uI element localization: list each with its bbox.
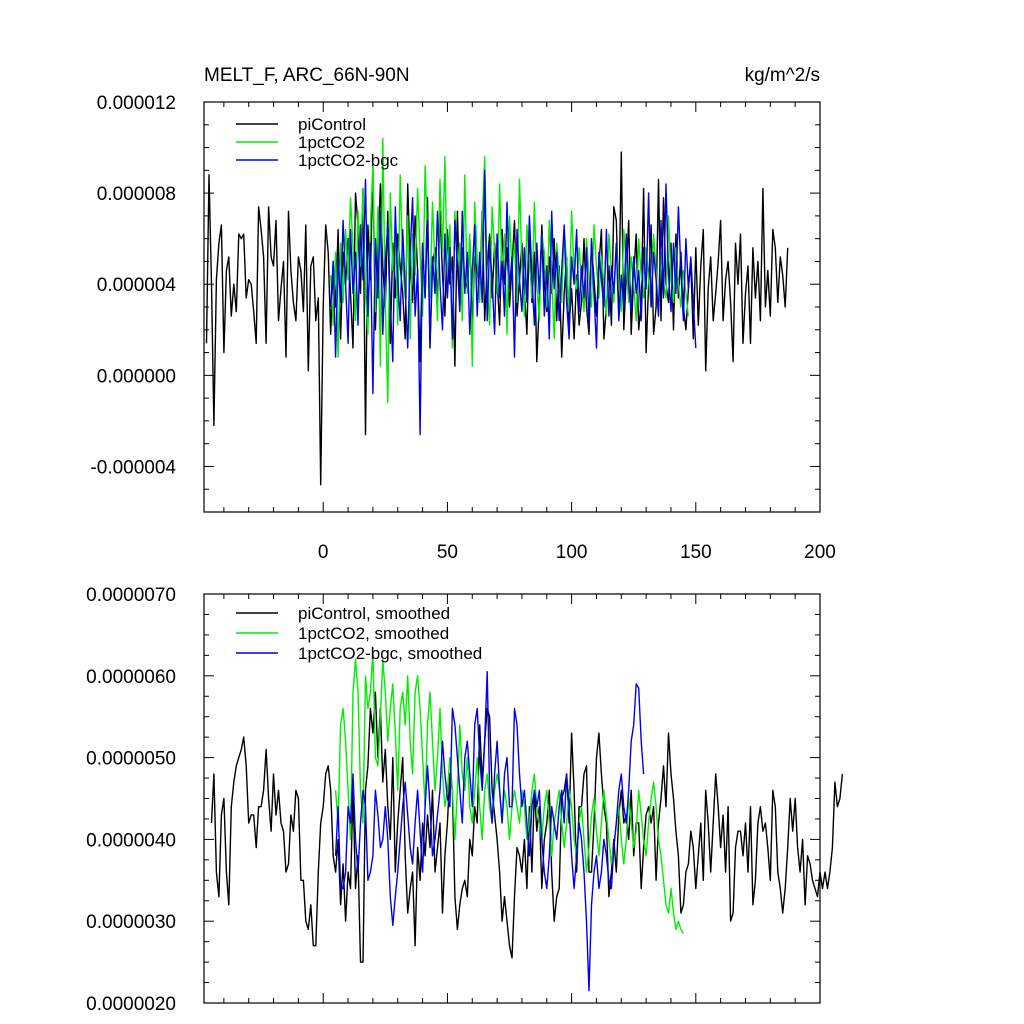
y-tick-label: 0.000004 [97, 275, 177, 296]
x-tick-label: 50 [437, 542, 458, 563]
series-line-1pctco2-smoothed [334, 650, 684, 934]
y-tick-label: 0.0000060 [86, 667, 176, 688]
series-line-1pctco2-bgc-smoothed [334, 671, 645, 992]
y-tick-label: 0.000012 [97, 93, 176, 114]
legend-label: 1pctCO2-bgc [298, 151, 399, 170]
series-line-1pctco2 [330, 137, 690, 404]
units-label: kg/m^2/s [745, 65, 820, 86]
panel-melt-flux-smoothed: 0.0000020 0.0000030 0.0000040 0.0000050 0.00… [86, 585, 844, 1015]
legend-label: piControl, smoothed [298, 604, 450, 623]
series-line-picontrol [205, 151, 789, 486]
x-tick-label: 0 [318, 542, 329, 563]
panel-melt-flux: MELT_F, ARC_66N-90N kg/m^2/s 0 50 100 150 20… [90, 65, 835, 563]
x-tick-label: 200 [804, 542, 836, 563]
x-tick-label: 150 [680, 542, 712, 563]
y-tick-label: 0.0000030 [86, 912, 176, 933]
legend-label: 1pctCO2 [298, 133, 365, 152]
y-tick-label: 0.000008 [97, 184, 176, 205]
y-tick-label: 0.0000050 [86, 749, 176, 770]
y-tick-label: -0.000004 [90, 457, 176, 478]
y-tick-label: 0.000000 [97, 366, 176, 387]
y-tick-label: 0.0000040 [86, 830, 176, 851]
x-tick-label: 100 [556, 542, 588, 563]
panel-title: MELT_F, ARC_66N-90N [204, 65, 410, 86]
series-line-picontrol-smoothed [210, 691, 844, 963]
legend-label: 1pctCO2, smoothed [298, 624, 449, 643]
series-line-1pctco2-bgc [330, 169, 697, 436]
y-tick-label: 0.0000020 [86, 994, 176, 1015]
legend-label: 1pctCO2-bgc, smoothed [298, 644, 482, 663]
legend-label: piControl [298, 115, 366, 134]
y-tick-label: 0.0000070 [86, 585, 176, 606]
